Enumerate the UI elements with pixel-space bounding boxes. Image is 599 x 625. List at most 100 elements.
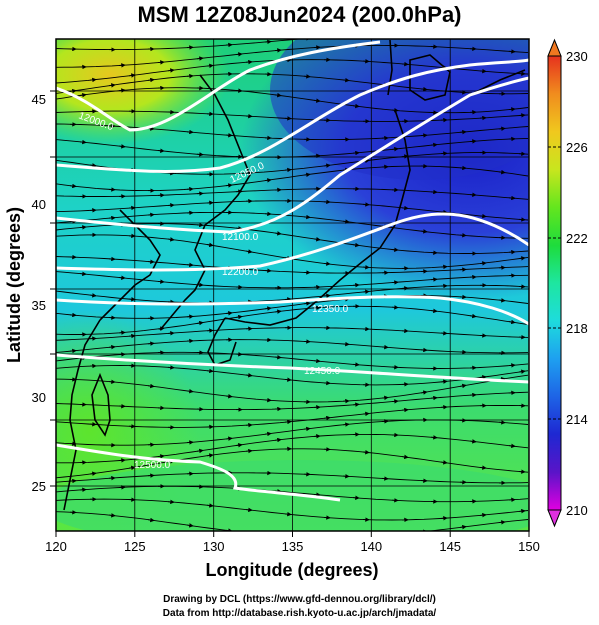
streamline bbox=[56, 339, 529, 354]
streamline bbox=[56, 391, 529, 411]
wind-arrow bbox=[323, 163, 331, 168]
wind-arrow bbox=[401, 61, 409, 67]
contour-12000 bbox=[56, 40, 381, 132]
wind-arrow bbox=[498, 126, 506, 131]
height-contours bbox=[56, 40, 529, 502]
wind-arrow bbox=[118, 144, 126, 149]
wind-arrow bbox=[206, 453, 214, 458]
wind-arrow bbox=[459, 233, 467, 238]
wind-arrow bbox=[420, 229, 428, 234]
wind-arrow bbox=[69, 183, 77, 189]
wind-arrow bbox=[508, 363, 516, 368]
plot-area: 12000.0 12050.0 12100.0 12200.0 12350.0 … bbox=[56, 39, 529, 531]
streamline bbox=[56, 472, 529, 484]
wind-arrow bbox=[128, 73, 136, 78]
wind-arrow bbox=[245, 373, 253, 378]
colorbar-body bbox=[547, 55, 562, 511]
wind-arrow bbox=[498, 298, 506, 303]
wind-arrow bbox=[69, 312, 77, 318]
y-tick-label: 25 bbox=[32, 479, 46, 494]
credit-drawing: Drawing by DCL (https://www.gfd-dennou.o… bbox=[163, 594, 436, 605]
wind-arrow bbox=[352, 402, 360, 407]
wind-arrow bbox=[313, 492, 321, 497]
wind-arrow bbox=[264, 397, 272, 403]
wind-arrow bbox=[401, 154, 409, 159]
streamline bbox=[56, 44, 529, 68]
y-tick-label: 45 bbox=[32, 92, 46, 107]
warm-region bbox=[56, 39, 230, 145]
wind-arrow bbox=[352, 103, 360, 109]
wind-arrow bbox=[167, 499, 175, 505]
x-tick-label: 130 bbox=[203, 539, 225, 554]
wind-arrow bbox=[118, 458, 126, 463]
wind-arrow bbox=[264, 431, 272, 437]
wind-arrow bbox=[147, 77, 155, 83]
wind-arrow bbox=[391, 399, 399, 404]
wind-arrow bbox=[518, 469, 526, 474]
wind-arrow bbox=[245, 249, 253, 254]
wind-arrow bbox=[362, 449, 370, 455]
colorbar-labels: 230 226 222 218 214 210 bbox=[566, 49, 588, 518]
wind-arrow bbox=[79, 92, 87, 98]
wind-arrow bbox=[342, 341, 350, 347]
wind-arrow bbox=[313, 305, 321, 311]
wind-arrow bbox=[147, 341, 155, 346]
streamline bbox=[56, 188, 529, 200]
streamline bbox=[56, 305, 529, 335]
wind-arrow bbox=[518, 256, 526, 261]
wind-arrow bbox=[196, 56, 204, 61]
contour-label: 12350.0 bbox=[312, 304, 349, 315]
wind-arrow bbox=[206, 368, 214, 374]
wind-arrow bbox=[401, 205, 409, 211]
wind-arrow bbox=[196, 152, 204, 157]
wind-arrow bbox=[79, 225, 87, 230]
contour-12100 bbox=[56, 76, 529, 234]
wind-arrow bbox=[430, 308, 438, 314]
wind-arrow bbox=[235, 88, 243, 93]
contour-12250 bbox=[56, 353, 529, 384]
wind-arrow bbox=[313, 237, 321, 242]
wind-arrow bbox=[313, 358, 321, 364]
wind-arrow bbox=[401, 286, 409, 291]
streamline bbox=[56, 123, 529, 141]
coastline-taiwan bbox=[91, 372, 111, 437]
wind-arrow bbox=[118, 88, 126, 93]
wind-arrow bbox=[303, 426, 311, 432]
wind-arrow bbox=[157, 60, 165, 65]
wind-arrow bbox=[157, 454, 165, 459]
contour-label: 12500.0 bbox=[134, 460, 171, 471]
coastline-honshu bbox=[224, 109, 411, 326]
y-axis-label: Latitude (degrees) bbox=[4, 207, 24, 363]
wind-arrow bbox=[479, 465, 487, 470]
wind-arrow bbox=[245, 448, 253, 454]
wind-arrow bbox=[235, 442, 243, 448]
colorbar-label: 230 bbox=[566, 49, 588, 64]
streamline bbox=[56, 271, 529, 289]
colorbar-label: 222 bbox=[566, 231, 588, 246]
wind-arrow bbox=[498, 420, 506, 425]
contour-12050 bbox=[56, 58, 529, 173]
wind-arrow bbox=[245, 507, 253, 513]
wind-arrow bbox=[420, 86, 428, 92]
wind-arrow bbox=[186, 388, 194, 394]
wind-arrow bbox=[69, 348, 77, 354]
x-tick-label: 125 bbox=[124, 539, 146, 554]
wind-streamlines bbox=[56, 39, 529, 531]
wind-arrow bbox=[440, 460, 448, 465]
y-tick-label: 40 bbox=[32, 197, 46, 212]
wind-arrow bbox=[401, 407, 409, 413]
southern-field bbox=[56, 460, 529, 531]
y-tick-label: 30 bbox=[32, 390, 46, 405]
wind-arrow bbox=[167, 237, 175, 242]
contour-label: 12200.0 bbox=[222, 267, 259, 278]
colorbar-ticks bbox=[548, 146, 561, 420]
streamline bbox=[56, 485, 529, 503]
wind-arrow bbox=[284, 167, 292, 173]
wind-arrow bbox=[274, 309, 282, 314]
wind-arrow bbox=[352, 242, 360, 248]
wind-arrow bbox=[264, 178, 272, 183]
wind-arrow bbox=[469, 439, 477, 444]
wind-arrow bbox=[274, 355, 282, 360]
wind-arrow bbox=[303, 74, 311, 79]
wind-arrow bbox=[274, 48, 282, 53]
